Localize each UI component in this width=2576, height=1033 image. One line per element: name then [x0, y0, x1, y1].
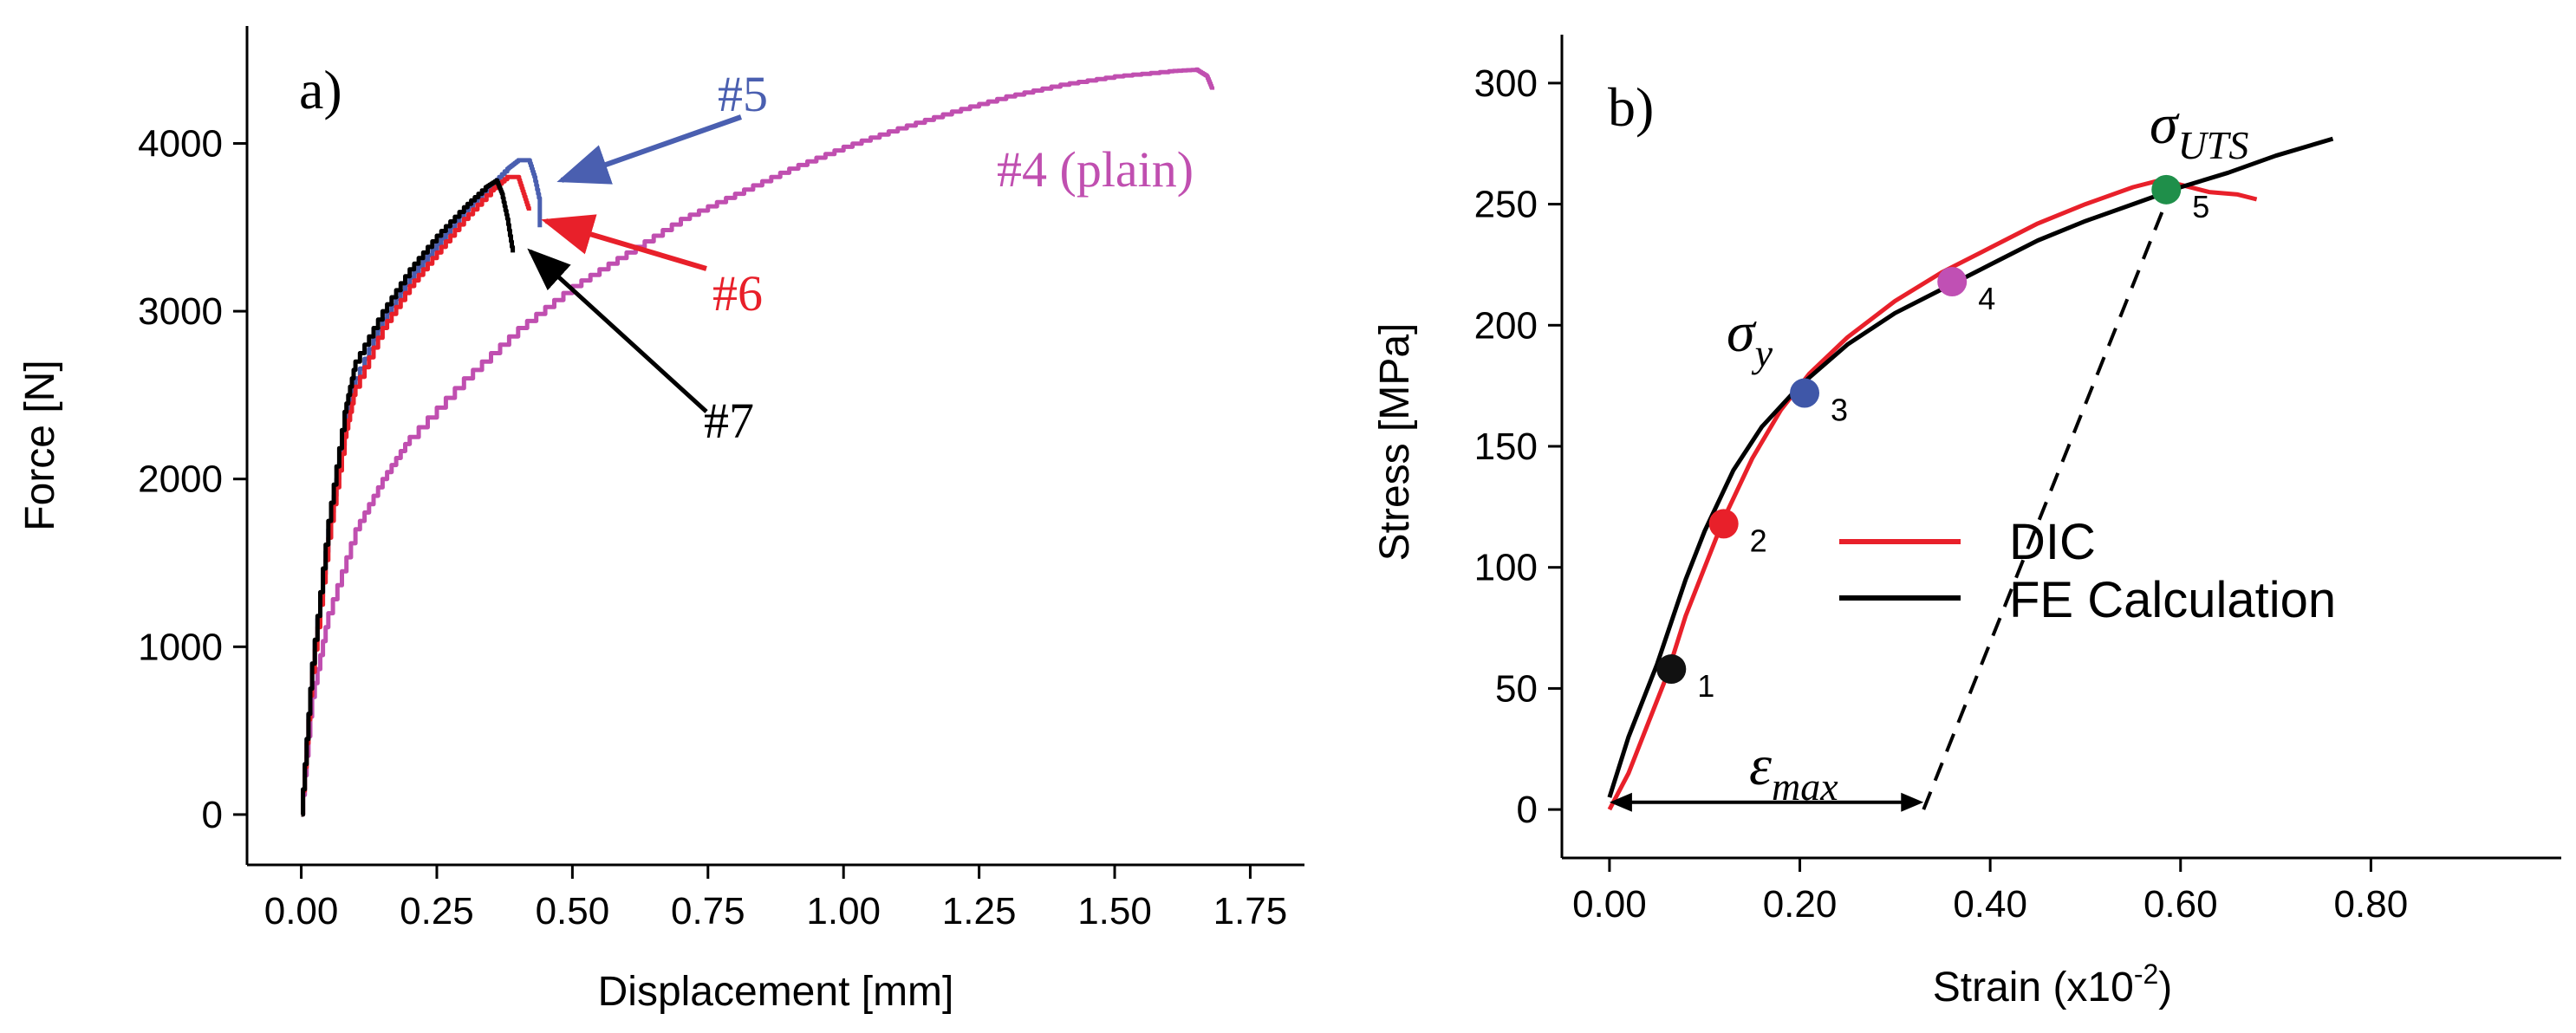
chart-a-x-tick-label: 0.50 — [536, 890, 610, 932]
chart-b-panel-label: b) — [1608, 76, 1654, 138]
chart-b-point-3 — [1790, 378, 1820, 408]
chart-b-point-label-3: 3 — [1831, 393, 1848, 428]
chart-b-point-label-2: 2 — [1750, 523, 1767, 558]
chart-b-point-label-5: 5 — [2192, 189, 2209, 224]
legend-dic-label: DIC — [2009, 514, 2096, 570]
chart-a-series-7 — [301, 178, 516, 817]
chart-b-y-tick-label: 100 — [1474, 547, 1538, 589]
chart-b-x-tick-label: 0.40 — [1953, 883, 2027, 926]
chart-a-series-4-plain — [301, 67, 1215, 817]
chart-b-x-ticks: 0.00 0.20 0.40 0.60 0.80 — [1572, 858, 2408, 926]
chart-a-x-tick-label: 1.25 — [942, 890, 1017, 932]
chart-b-y-ticks: 0 50 100 150 200 250 300 — [1474, 62, 1562, 831]
chart-b-x-tick-label: 0.80 — [2334, 883, 2409, 926]
chart-a-x-tick-label: 0.75 — [671, 890, 745, 932]
chart-a-x-tick-label: 0.25 — [400, 890, 474, 932]
chart-a-marks — [301, 67, 1215, 817]
label-5: #5 — [718, 66, 768, 122]
chart-b-y-tick-label: 250 — [1474, 184, 1538, 226]
chart-a-x-tick-label: 1.50 — [1077, 890, 1152, 932]
label-7: #7 — [704, 393, 754, 449]
chart-a-y-tick-label: 3000 — [138, 290, 223, 333]
chart-a-y-tick-label: 4000 — [138, 123, 223, 166]
chart-a-y-tick-label: 0 — [202, 794, 223, 836]
chart-a-y-axis-title: Force [N] — [17, 360, 63, 530]
chart-b-y-tick-label: 300 — [1474, 62, 1538, 105]
chart-b-point-4 — [1937, 267, 1968, 296]
chart-a-x-axis-title: Displacement [mm] — [598, 969, 954, 1015]
chart-b-y-tick-label: 200 — [1474, 304, 1538, 347]
chart-b-point-5 — [2151, 174, 2182, 205]
sigma-uts-annotation: σUTS — [2150, 93, 2248, 167]
chart-a-series-6 — [301, 174, 531, 817]
arrow-6 — [541, 214, 707, 271]
chart-b-point-2 — [1708, 509, 1739, 539]
chart-a-y-ticks: 0 1000 2000 3000 4000 — [138, 123, 247, 836]
arrow-7 — [527, 248, 708, 413]
chart-b-x-tick-label: 0.00 — [1572, 883, 1647, 926]
chart-a-y-tick-label: 2000 — [138, 458, 223, 501]
chart-b-y-tick-label: 150 — [1474, 426, 1538, 468]
chart-b-epsilon-arrowhead-left — [1609, 792, 1632, 812]
chart-b-marks: 1 2 3 4 5 — [1607, 136, 2334, 812]
chart-b-unloading-line — [1922, 189, 2173, 810]
label-4-plain: #4 (plain) — [997, 141, 1194, 198]
arrow-5 — [556, 114, 742, 185]
label-6: #6 — [712, 265, 763, 322]
chart-b-series-dic — [1607, 178, 2258, 811]
chart-b: 1 2 3 4 5 0.00 0.20 0.40 0.60 0.80 0 50 100 150 200 2… — [1372, 35, 2561, 1010]
chart-b-x-tick-label: 0.60 — [2143, 883, 2218, 926]
epsilon-max-annotation: εmax — [1749, 734, 1838, 809]
chart-b-point-1 — [1656, 654, 1687, 685]
legend-fe-label: FE Calculation — [2009, 572, 2336, 628]
chart-b-y-tick-label: 50 — [1495, 667, 1538, 710]
chart-b-point-label-1: 1 — [1697, 668, 1714, 704]
chart-b-epsilon-arrowhead-right — [1901, 792, 1924, 812]
chart-b-x-axis-title: Strain (x10-2) — [1933, 958, 2173, 1010]
chart-a-x-tick-label: 0.00 — [264, 890, 339, 932]
chart-a-panel-label: a) — [299, 59, 342, 120]
chart-b-point-label-4: 4 — [1978, 281, 1995, 316]
chart-a: 0.00 0.25 0.50 0.75 1.00 1.25 1.50 1.75 0 1000 20… — [17, 26, 1304, 1015]
chart-a-x-tick-label: 1.75 — [1213, 890, 1288, 932]
chart-b-x-tick-label: 0.20 — [1763, 883, 1838, 926]
sigma-y-annotation: σy — [1727, 301, 1773, 375]
chart-b-y-axis-title: Stress [MPa] — [1372, 323, 1418, 562]
chart-a-y-tick-label: 1000 — [138, 626, 223, 668]
chart-a-x-ticks: 0.00 0.25 0.50 0.75 1.00 1.25 1.50 1.75 — [264, 865, 1288, 932]
chart-b-legend: DIC FE Calculation — [1839, 514, 2336, 628]
chart-b-series-fe-calculation — [1607, 136, 2334, 798]
chart-a-x-tick-label: 1.00 — [806, 890, 881, 932]
chart-b-y-tick-label: 0 — [1517, 789, 1538, 831]
